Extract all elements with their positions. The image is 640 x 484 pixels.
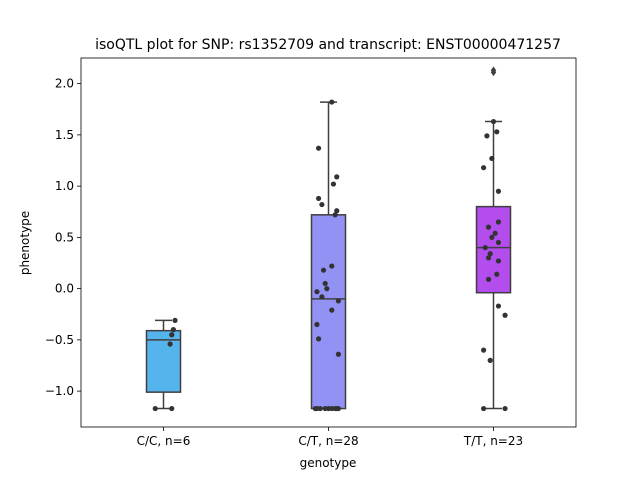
y-tick-label: 2.0 — [55, 77, 74, 91]
point-group — [312, 99, 341, 412]
data-point — [485, 224, 492, 230]
y-tick-label: −0.5 — [45, 333, 74, 347]
data-point — [495, 188, 502, 194]
y-tick-label: −1.0 — [45, 384, 74, 398]
data-point — [502, 312, 508, 318]
data-point — [487, 251, 493, 257]
data-point — [492, 230, 498, 236]
box-group — [310, 101, 347, 410]
data-point — [485, 276, 492, 282]
data-point — [316, 336, 322, 342]
data-point — [495, 258, 502, 264]
data-point — [317, 405, 323, 412]
x-axis-label: genotype — [300, 456, 357, 470]
box-group — [145, 319, 182, 410]
data-point — [494, 271, 500, 277]
data-point — [334, 174, 340, 180]
data-point — [330, 181, 337, 187]
data-point — [152, 405, 158, 412]
data-point — [489, 234, 495, 240]
data-point — [314, 321, 320, 328]
x-tick-label: T/T, n=23 — [463, 434, 523, 448]
box-body — [475, 205, 512, 294]
outlier-marker — [490, 66, 497, 75]
data-point — [316, 145, 322, 151]
data-point — [172, 317, 178, 323]
data-point — [490, 118, 497, 125]
y-tick-label: 0.5 — [55, 230, 74, 244]
data-point — [495, 219, 502, 225]
point-group — [481, 118, 508, 412]
x-tick-label: C/C, n=6 — [137, 434, 191, 448]
y-tick-label: 1.5 — [55, 128, 74, 142]
data-point — [167, 341, 173, 347]
data-point — [495, 303, 502, 309]
data-point — [495, 239, 502, 246]
box-body — [145, 329, 182, 393]
data-point — [335, 405, 341, 412]
data-point — [335, 351, 341, 357]
data-point — [485, 255, 492, 261]
data-point — [314, 289, 320, 295]
data-point — [319, 201, 325, 208]
data-point — [170, 327, 176, 333]
plot-area: −1.0 −0.5 0.0 0.5 1.0 1.5 2.0 C/C, n=6 C/T, n=28… — [45, 57, 577, 448]
data-point — [169, 405, 175, 412]
data-point — [329, 99, 335, 105]
y-tick-label: 0.0 — [55, 282, 74, 296]
data-point — [335, 298, 341, 304]
data-point — [322, 280, 328, 287]
data-point — [329, 307, 335, 313]
data-point — [484, 133, 490, 139]
x-tick-label: C/T, n=28 — [298, 434, 358, 448]
data-point — [489, 155, 495, 162]
data-point — [481, 405, 487, 412]
data-point — [332, 212, 338, 218]
data-point — [319, 294, 325, 300]
box-body — [310, 214, 347, 410]
point-group — [152, 317, 178, 412]
data-point — [494, 129, 500, 135]
data-point — [334, 208, 340, 214]
data-point — [482, 245, 488, 251]
data-point — [316, 195, 322, 202]
data-point — [487, 357, 493, 363]
data-point — [320, 267, 327, 273]
data-point — [169, 332, 175, 338]
data-point — [329, 263, 335, 269]
data-point — [324, 286, 330, 292]
box-group — [475, 66, 512, 410]
data-point — [502, 405, 508, 412]
y-tick-label: 1.0 — [55, 179, 74, 193]
data-point — [481, 347, 487, 353]
chart-title: isoQTL plot for SNP: rs1352709 and trans… — [95, 37, 561, 53]
data-point — [481, 165, 487, 171]
y-axis-label: phenotype — [18, 211, 32, 275]
